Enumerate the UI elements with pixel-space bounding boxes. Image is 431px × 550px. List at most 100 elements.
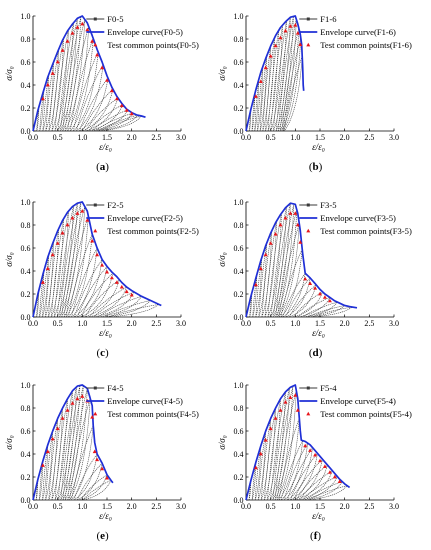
x-tick-label: 0.5 [53,502,63,511]
y-tick-label: 0.2 [21,290,31,299]
test-common-point-marker [105,78,109,82]
y-tick-label: 0.8 [234,404,244,413]
test-common-point-marker [119,284,124,289]
panel-label-close: ) [105,161,109,173]
legend-label-envelope: Envelope curve(F4-5) [107,396,183,406]
panel-label-letter: d [312,347,318,359]
chart-panel-b: 0.0 0.5 1.0 1.5 2.0 2.5 3.0 0.0 0.2 0.4 0.6 0.8 1.0 ε… [217,12,412,173]
cyclic-loop-curve [82,479,112,501]
envelope-curve-line [32,201,162,318]
cyclic-loop-curve [255,257,263,318]
x-tick-label: 1.0 [77,502,87,511]
x-tick-label: 2.5 [151,502,161,511]
test-common-point-marker [258,451,263,456]
test-common-point-marker [278,222,283,227]
x-tick-label: 2.0 [340,133,350,142]
y-axis-label: σ/σ₀ [217,435,227,450]
y-tick-label: 0.2 [234,104,244,113]
test-common-point-marker [295,222,300,227]
series-test-common-points [40,21,134,116]
test-common-point-marker [273,43,278,48]
x-tick-label: 2.5 [364,319,374,328]
test-common-point-marker [293,211,298,215]
cyclic-loop-curve [42,444,49,501]
test-common-point-marker [303,443,308,448]
cyclic-loop-curve [64,385,84,501]
x-axis-label: ε/ε₀ [99,511,112,521]
chart-legend: F2-5 Envelope curve(F2-5) Test common poin… [86,200,199,236]
x-tick-label: 1.5 [315,133,325,142]
cyclic-loop-curve [265,37,275,132]
y-tick-label: 1.0 [21,12,31,21]
panel-label-close: ) [105,530,109,542]
legend-label-cyclic: F3-5 [320,200,336,210]
series-cyclic-curves [35,385,112,501]
y-tick-label: 0.4 [21,267,31,276]
panel-label: (a) [96,161,109,173]
y-tick-label: 1.0 [234,198,244,207]
test-common-point-marker [40,280,45,284]
test-common-point-marker [288,211,293,215]
cyclic-loop-curve [302,301,339,318]
test-common-point-marker [124,289,129,294]
cyclic-loop-curve [63,206,86,318]
test-common-point-marker [90,39,95,43]
test-common-point-marker [80,209,85,213]
cyclic-loop-curve [280,440,303,501]
x-tick-label: 0.5 [53,319,63,328]
test-common-point-marker [114,96,119,101]
cyclic-loop-curve [290,452,318,501]
test-common-point-marker [109,275,114,280]
test-common-point-marker [318,291,322,296]
test-common-point-marker [288,24,293,28]
chart-panel-d: 0.0 0.5 1.0 1.5 2.0 2.5 3.0 0.0 0.2 0.4 0.6 0.8 1.0 ε… [217,198,412,359]
x-tick-label: 2.0 [340,502,350,511]
x-tick-label: 3.0 [389,133,399,142]
legend-label-envelope: Envelope curve(F0-5) [107,27,183,37]
legend-swatch-test-points [93,228,98,233]
test-common-point-marker [65,222,70,227]
cyclic-loop-curve [69,398,91,501]
test-common-point-marker [124,108,129,112]
x-tick-label: 1.0 [77,133,87,142]
test-common-point-marker [273,232,278,236]
test-common-point-marker [114,280,119,284]
test-common-point-marker [60,230,65,235]
test-common-point-marker [337,479,342,483]
test-common-point-marker [90,238,95,243]
y-tick-label: 0.2 [21,104,31,113]
test-common-point-marker [109,88,114,93]
cyclic-loop-curve [272,388,290,501]
chart-legend: F1-6 Envelope curve(F1-6) Test common poin… [299,14,412,50]
y-tick-label: 0.0 [234,496,244,505]
x-tick-label: 1.5 [315,319,325,328]
y-tick-label: 0.6 [21,244,31,253]
y-tick-label: 0.6 [21,427,31,436]
x-axis-label: ε/ε₀ [312,511,325,521]
x-tick-label: 3.0 [176,319,186,328]
x-tick-label: 2.5 [151,319,161,328]
y-tick-label: 1.0 [234,381,244,390]
cyclic-loop-curve [39,460,44,501]
cyclic-loop-curve [79,77,109,132]
legend-label-test-points: Test common points(F3-5) [320,226,412,236]
legend-label-cyclic: F2-5 [107,200,123,210]
legend-label-envelope: Envelope curve(F3-5) [320,213,396,223]
series-test-common-points [253,393,342,483]
legend-label-envelope: Envelope curve(F5-4) [320,396,396,406]
legend-swatch-cyclic-marker [306,203,310,207]
y-tick-label: 0.8 [21,404,31,413]
x-tick-label: 3.0 [176,133,186,142]
legend-swatch-cyclic-marker [93,17,97,21]
test-common-point-marker [295,31,300,35]
x-tick-label: 0.5 [53,133,63,142]
test-common-point-marker [40,96,45,101]
test-common-point-marker [95,52,100,57]
panel-label-open: ( [96,530,100,542]
cyclic-loop-curve [262,45,271,132]
cyclic-loop-curve [274,386,294,501]
test-common-point-marker [90,415,95,419]
envelope-curve-line [245,15,305,132]
y-axis-label: σ/σ₀ [4,435,14,450]
legend-label-test-points: Test common points(F0-5) [107,40,199,50]
